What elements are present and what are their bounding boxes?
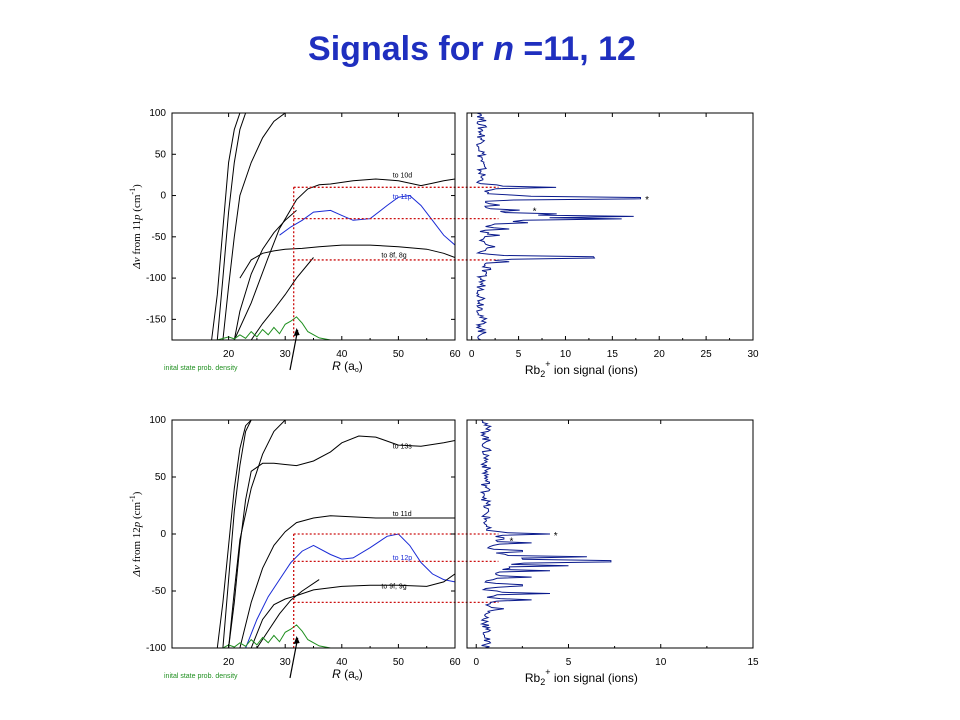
x-tick-label: 10 <box>560 349 572 360</box>
potential-curve-unlabeled-5 <box>222 420 252 648</box>
x-tick-label: 30 <box>747 349 759 360</box>
page-title: Signals for n =11, 12 <box>308 30 636 68</box>
y-axis-label: Δν from 12p (cm-1) <box>128 491 143 577</box>
curve-label: to 10d <box>393 172 413 179</box>
potential-curve-unlabeled-3 <box>211 113 252 340</box>
x-axis-label: Rb2+ ion signal (ions) <box>525 359 638 379</box>
density-arrow-head <box>293 328 300 336</box>
x-tick-label: 30 <box>280 657 292 668</box>
density-curve <box>206 316 331 340</box>
potential-curve-unlabeled-6 <box>233 210 297 340</box>
potential-curve-to-11p <box>279 194 455 246</box>
curve-label: to 8f, 8g <box>381 252 406 259</box>
y-tick-label: -100 <box>146 643 166 654</box>
ion-signal-trace <box>479 419 612 649</box>
y-tick-label: 100 <box>149 415 166 426</box>
potential-curve-to-8f-8g <box>239 244 455 279</box>
x-tick-label: 60 <box>449 349 461 360</box>
curve-label: to 9f, 9g <box>381 584 406 591</box>
y-tick-label: -50 <box>152 586 167 597</box>
x-tick-label: 0 <box>469 349 475 360</box>
x-tick-label: 10 <box>655 657 667 668</box>
x-tick-label: 60 <box>449 657 461 668</box>
potential-curve-to-9f-9g <box>250 573 455 648</box>
x-tick-label: 30 <box>280 349 292 360</box>
density-arrow-head <box>293 636 300 644</box>
density-label: inital state prob. density <box>164 365 238 372</box>
plot-frame <box>171 112 456 341</box>
y-tick-label: 0 <box>160 191 166 202</box>
x-tick-label: 5 <box>516 349 522 360</box>
x-tick-label: 20 <box>654 349 666 360</box>
x-tick-label: 15 <box>747 657 759 668</box>
x-axis-label: Rb2+ ion signal (ions) <box>525 667 638 687</box>
peak-marker: * <box>645 195 649 206</box>
ion-signal-trace <box>475 112 641 341</box>
x-tick-label: 15 <box>607 349 619 360</box>
x-tick-label: 20 <box>223 349 235 360</box>
curve-label: to 11d <box>393 511 412 518</box>
y-axis-label: Δν from 11p (cm-1) <box>128 184 143 270</box>
x-tick-label: 40 <box>336 349 348 360</box>
y-tick-label: -100 <box>146 273 166 284</box>
y-tick-label: -50 <box>152 232 167 243</box>
potential-curves-2 <box>211 420 455 648</box>
potential-curve-unlabeled-4 <box>216 420 252 648</box>
x-tick-label: 40 <box>336 657 348 668</box>
density-arrow-line <box>289 329 299 371</box>
y-tick-label: -150 <box>146 314 166 325</box>
x-tick-label: 50 <box>393 657 405 668</box>
curve-label: to 13s <box>393 444 413 451</box>
peak-marker: * <box>554 531 558 542</box>
plot-frame <box>466 112 754 341</box>
curve-label: to 12p <box>393 555 413 562</box>
curve-label: to 11p <box>393 194 412 201</box>
density-label: inital state prob. density <box>164 673 238 680</box>
x-tick-label: 25 <box>701 349 713 360</box>
x-axis-label: R (ao) <box>332 667 363 682</box>
peak-marker: * <box>509 537 513 548</box>
potential-curves-0 <box>206 113 455 340</box>
plot-frame <box>466 419 754 649</box>
potential-curve-to-11d <box>239 515 455 648</box>
x-tick-label: 50 <box>393 349 405 360</box>
density-curve <box>211 624 331 648</box>
x-tick-label: 0 <box>473 657 479 668</box>
y-tick-label: 50 <box>155 149 167 160</box>
plot-frame <box>171 419 456 649</box>
x-axis-label: R (ao) <box>332 359 363 374</box>
potential-curve-unlabeled-7 <box>250 257 314 340</box>
peak-marker: * <box>533 207 537 218</box>
potential-curve-to-13s <box>228 435 455 648</box>
potential-curve-unlabeled-4 <box>216 113 252 340</box>
potential-curve-unlabeled-6 <box>228 420 286 648</box>
potential-curve-to-10d <box>233 178 455 340</box>
y-tick-label: 0 <box>160 529 166 540</box>
y-tick-label: 50 <box>155 472 167 483</box>
potential-curve-unlabeled-5 <box>222 113 286 340</box>
x-tick-label: 20 <box>223 657 235 668</box>
potential-curve-to-12p <box>245 533 455 648</box>
x-tick-label: 5 <box>566 657 572 668</box>
y-tick-label: 100 <box>149 108 166 119</box>
potential-curve-unlabeled-7 <box>256 579 320 648</box>
density-arrow-line <box>289 637 299 679</box>
